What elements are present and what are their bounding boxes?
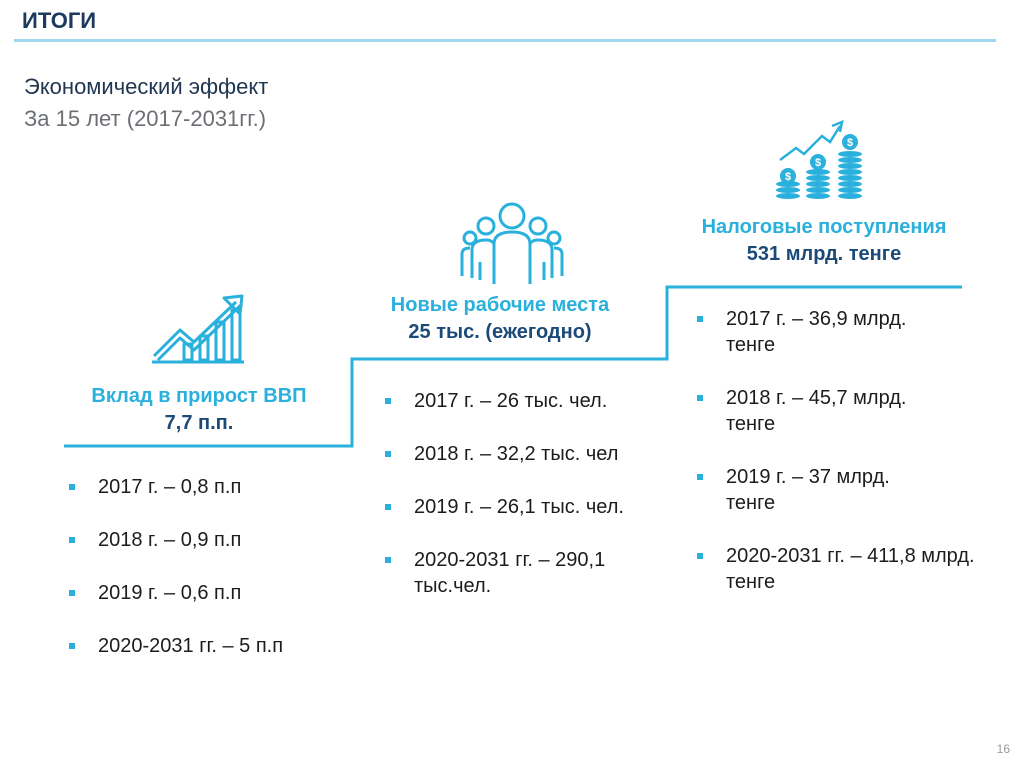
list-item: 2018 г. – 45,7 млрд. тенге <box>694 385 946 437</box>
gdp-column-title: Вклад в прирост ВВП 7,7 п.п. <box>66 383 332 437</box>
jobs-list: 2017 г. – 26 тыс. чел. 2018 г. – 32,2 ты… <box>382 388 662 599</box>
svg-text:$: $ <box>785 171 791 183</box>
jobs-title: Новые рабочие места <box>390 294 610 316</box>
people-group-icon <box>460 202 564 284</box>
list-item: 2019 г. – 0,6 п.п <box>66 580 346 606</box>
jobs-value: 25 тыс. (ежегодно) <box>408 321 592 343</box>
svg-text:$: $ <box>847 137 853 149</box>
list-item: 2019 г. – 37 млрд. тенге <box>694 464 936 516</box>
growth-chart-icon <box>152 294 244 364</box>
coins-growth-icon: $ $ $ <box>776 120 862 199</box>
list-item: 2020-2031 гг. – 411,8 млрд. тенге <box>694 543 976 595</box>
slide-title: ИТОГИ <box>22 8 97 33</box>
tax-value: 531 млрд. тенге <box>746 243 902 265</box>
list-item: 2020-2031 гг. – 290,1 тыс.чел. <box>382 547 654 599</box>
title-divider <box>14 39 996 42</box>
tax-list: 2017 г. – 36,9 млрд. тенге 2018 г. – 45,… <box>694 306 975 595</box>
page-heading: Экономический эффект <box>24 74 269 99</box>
list-item: 2020-2031 гг. – 5 п.п <box>66 633 346 659</box>
list-item: 2017 г. – 0,8 п.п <box>66 474 346 500</box>
list-item: 2017 г. – 26 тыс. чел. <box>382 388 662 414</box>
list-item: 2017 г. – 36,9 млрд. тенге <box>694 306 946 358</box>
gdp-title: Вклад в прирост ВВП <box>91 385 307 407</box>
jobs-column-title: Новые рабочие места 25 тыс. (ежегодно) <box>360 292 640 346</box>
page-subheading: За 15 лет (2017-2031гг.) <box>24 106 267 131</box>
gdp-list: 2017 г. – 0,8 п.п 2018 г. – 0,9 п.п 2019… <box>66 474 346 659</box>
page-number: 16 <box>996 742 1010 756</box>
tax-column-title: Налоговые поступления 531 млрд. тенге <box>676 214 972 268</box>
list-item: 2018 г. – 32,2 тыс. чел <box>382 441 662 467</box>
svg-text:$: $ <box>815 157 821 169</box>
list-item: 2019 г. – 26,1 тыс. чел. <box>382 494 662 520</box>
list-item: 2018 г. – 0,9 п.п <box>66 527 346 553</box>
gdp-value: 7,7 п.п. <box>164 412 234 434</box>
tax-title: Налоговые поступления <box>701 216 947 238</box>
